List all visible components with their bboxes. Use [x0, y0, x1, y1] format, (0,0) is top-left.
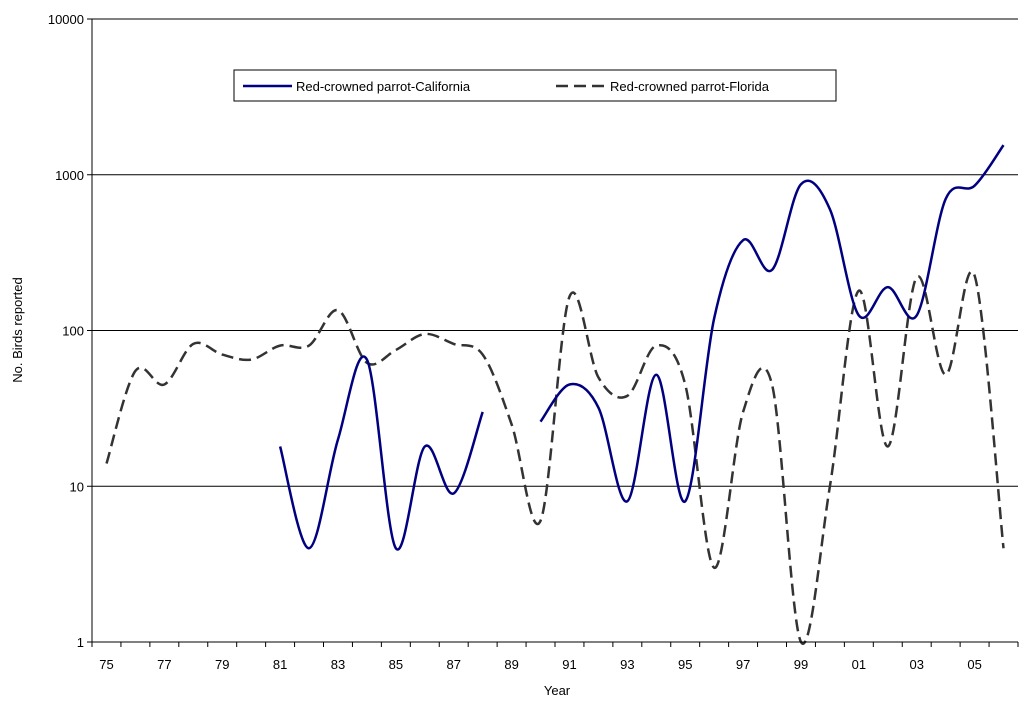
gridlines: [92, 18, 1018, 487]
x-tick-label: 85: [389, 657, 403, 672]
series-line-florida: [105, 270, 1005, 645]
legend-label-california: Red-crowned parrot-California: [296, 79, 471, 94]
x-tick-label: 75: [99, 657, 113, 672]
y-tick-label: 10: [70, 479, 84, 494]
y-tick-label: 1000: [55, 168, 84, 183]
x-tick-label: 91: [562, 657, 576, 672]
y-tick-labels: 1 10 100 1000 10000: [48, 12, 84, 650]
x-tick-label: 89: [504, 657, 518, 672]
series-layer: [105, 144, 1005, 645]
y-tick-label: 1: [77, 635, 84, 650]
x-tick-label: 87: [446, 657, 460, 672]
x-tick-label: 81: [273, 657, 287, 672]
y-tick-label: 10000: [48, 12, 84, 27]
x-tick-label: 83: [331, 657, 345, 672]
legend: Red-crowned parrot-California Red-crowne…: [233, 69, 837, 102]
legend-box: [233, 69, 837, 102]
x-tick-label: 99: [794, 657, 808, 672]
x-tick-label: 95: [678, 657, 692, 672]
x-tick-label: 93: [620, 657, 634, 672]
x-tick-label: 79: [215, 657, 229, 672]
x-tick-label: 77: [157, 657, 171, 672]
y-tick-label: 100: [62, 324, 84, 339]
x-tick-label: 97: [736, 657, 750, 672]
x-tick-labels: 75 77 79 81 83 85 87 89 91 93 95 97 99 01 03 05: [99, 657, 982, 672]
x-tick-label: 05: [967, 657, 981, 672]
x-axis-title: Year: [544, 683, 571, 698]
x-tick-label: 01: [852, 657, 866, 672]
y-axis-title: No. Birds reported: [10, 277, 25, 383]
series-line-california: [539, 144, 1005, 503]
x-tick-label: 03: [909, 657, 923, 672]
axes: [87, 18, 1019, 647]
series-line-california: [278, 355, 484, 551]
legend-label-florida: Red-crowned parrot-Florida: [610, 79, 770, 94]
